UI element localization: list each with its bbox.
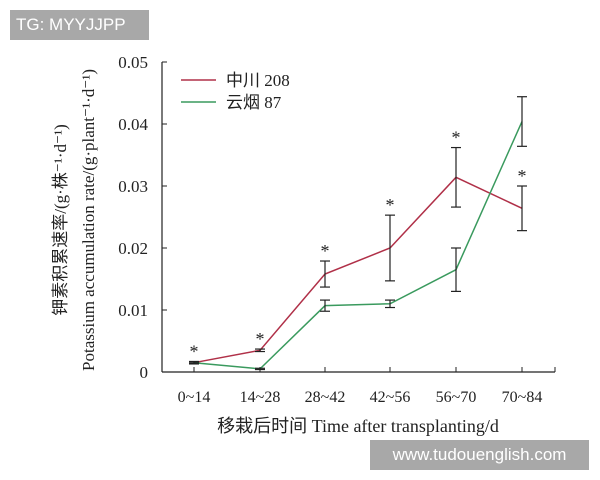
y-axis-label-cn: 钾素积累速率/(g·株⁻¹·d⁻¹)	[51, 124, 70, 316]
significance-mark: *	[452, 128, 461, 148]
significance-mark: *	[321, 241, 330, 261]
watermark-bottom: www.tudouenglish.com	[370, 440, 589, 470]
y-tick-label: 0	[140, 363, 149, 382]
significance-mark: *	[386, 195, 395, 215]
x-tick-label: 42~56	[370, 389, 411, 406]
y-tick-label: 0.05	[118, 53, 148, 72]
significance-mark: *	[190, 341, 199, 361]
y-tick-label: 0.04	[118, 115, 148, 134]
y-tick-label: 0.01	[118, 301, 148, 320]
y-axis-label-en: Potassium accumulation rate/(g·plant⁻¹·d…	[79, 69, 98, 371]
y-tick-label: 0.03	[118, 177, 148, 196]
x-tick-label: 14~28	[240, 389, 281, 406]
x-axis-label: 移栽后时间 Time after transplanting/d	[217, 416, 499, 436]
legend-label-1: 云烟 87	[226, 93, 282, 112]
x-tick-label: 28~42	[305, 389, 346, 406]
x-tick-label: 56~70	[436, 389, 477, 406]
significance-mark: *	[256, 329, 265, 349]
legend-label-0: 中川 208	[226, 71, 290, 90]
y-tick-label: 0.02	[118, 239, 148, 258]
significance-mark: *	[518, 166, 527, 186]
x-tick-label: 0~14	[178, 389, 211, 406]
series-line-1	[193, 121, 523, 370]
series-line-0	[193, 176, 523, 364]
x-tick-label: 70~84	[502, 389, 543, 406]
watermark-top: TG: MYYJJPP	[10, 10, 149, 40]
